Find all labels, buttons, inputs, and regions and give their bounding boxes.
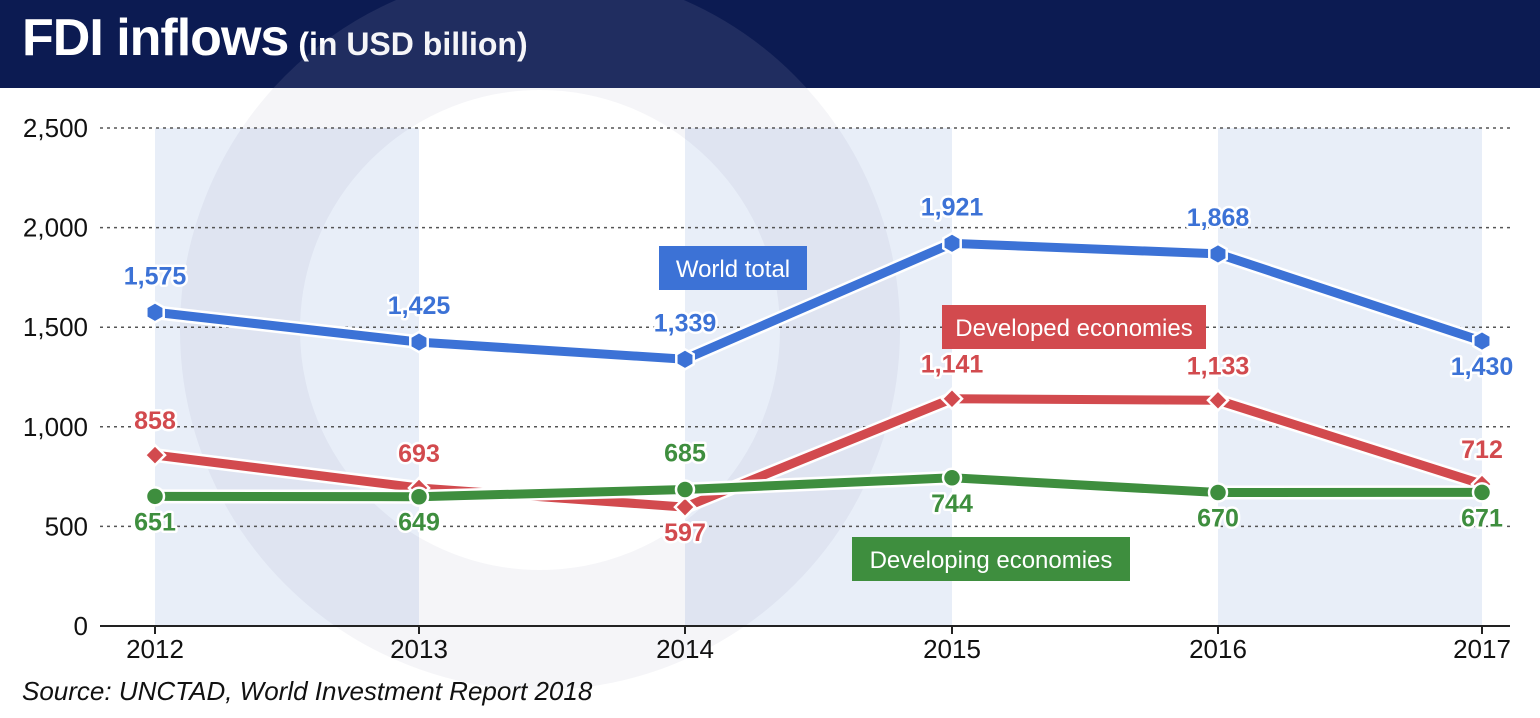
y-tick-label: 2,000	[23, 213, 88, 243]
y-tick-label: 2,500	[23, 113, 88, 143]
data-point	[145, 300, 165, 324]
data-point	[143, 443, 167, 467]
header-banner: FDI inflows (in USD billion)	[0, 0, 1540, 88]
x-tick-label: 2017	[1453, 634, 1511, 664]
data-point	[675, 347, 695, 371]
series-line	[154, 394, 1484, 512]
data-label: 685	[664, 440, 706, 468]
series-2	[144, 467, 1493, 507]
data-point	[674, 479, 696, 500]
x-tick-label: 2016	[1189, 634, 1247, 664]
y-tick-label: 500	[45, 511, 88, 541]
data-label: 1,133	[1187, 352, 1250, 380]
legend-box	[942, 305, 1206, 349]
data-point	[940, 386, 964, 411]
series-line	[154, 238, 1484, 364]
legend-label: World total	[676, 256, 790, 283]
data-label: 712	[1461, 436, 1503, 464]
x-tick-label: 2012	[126, 634, 184, 664]
x-tick-label: 2013	[390, 634, 448, 664]
data-point	[673, 495, 697, 519]
legend-box	[852, 537, 1130, 581]
data-label: 671	[1461, 504, 1503, 532]
data-point	[1472, 329, 1492, 353]
chart-title-wrap: FDI inflows (in USD billion)	[22, 8, 528, 68]
background-band	[155, 128, 419, 626]
data-label: 858	[134, 407, 176, 435]
data-point	[1207, 482, 1229, 503]
data-point	[1206, 388, 1230, 413]
data-label: 670	[1197, 505, 1239, 533]
data-point	[408, 486, 430, 507]
data-label: 1,430	[1451, 353, 1514, 381]
data-label: 1,575	[124, 262, 187, 290]
y-tick-label: 1,000	[23, 412, 88, 442]
data-label: 693	[398, 440, 440, 468]
background-band	[1218, 128, 1482, 626]
data-point	[409, 330, 429, 354]
y-tick-label: 1,500	[23, 312, 88, 342]
data-label: 1,921	[921, 193, 984, 221]
series-0	[145, 231, 1492, 371]
data-point	[941, 467, 963, 489]
data-label: 651	[134, 508, 176, 536]
data-label: 1,141	[921, 351, 984, 379]
legend-label: Developing economies	[870, 547, 1113, 574]
x-tick-label: 2014	[656, 634, 714, 664]
x-tick-label: 2015	[923, 634, 981, 664]
data-point	[1471, 482, 1493, 503]
watermark-logo-icon	[273, 0, 807, 88]
series-line	[154, 473, 1483, 502]
data-point	[942, 231, 962, 255]
legend-label: Developed economies	[955, 315, 1192, 342]
series-1	[143, 386, 1494, 519]
legend-box	[659, 246, 807, 290]
data-label: 1,425	[388, 292, 451, 320]
data-label: 1,868	[1187, 204, 1250, 232]
data-point	[144, 486, 166, 507]
y-tick-label: 0	[74, 611, 88, 641]
data-point	[1208, 242, 1228, 266]
data-label: 744	[931, 490, 973, 518]
watermark-ring	[180, 0, 900, 690]
data-label: 649	[398, 509, 440, 537]
source-note: Source: UNCTAD, World Investment Report …	[22, 676, 593, 706]
chart-subtitle: (in USD billion)	[298, 26, 528, 62]
chart-title: FDI inflows	[22, 9, 289, 67]
data-label: 597	[664, 519, 706, 547]
data-label: 1,339	[654, 309, 717, 337]
